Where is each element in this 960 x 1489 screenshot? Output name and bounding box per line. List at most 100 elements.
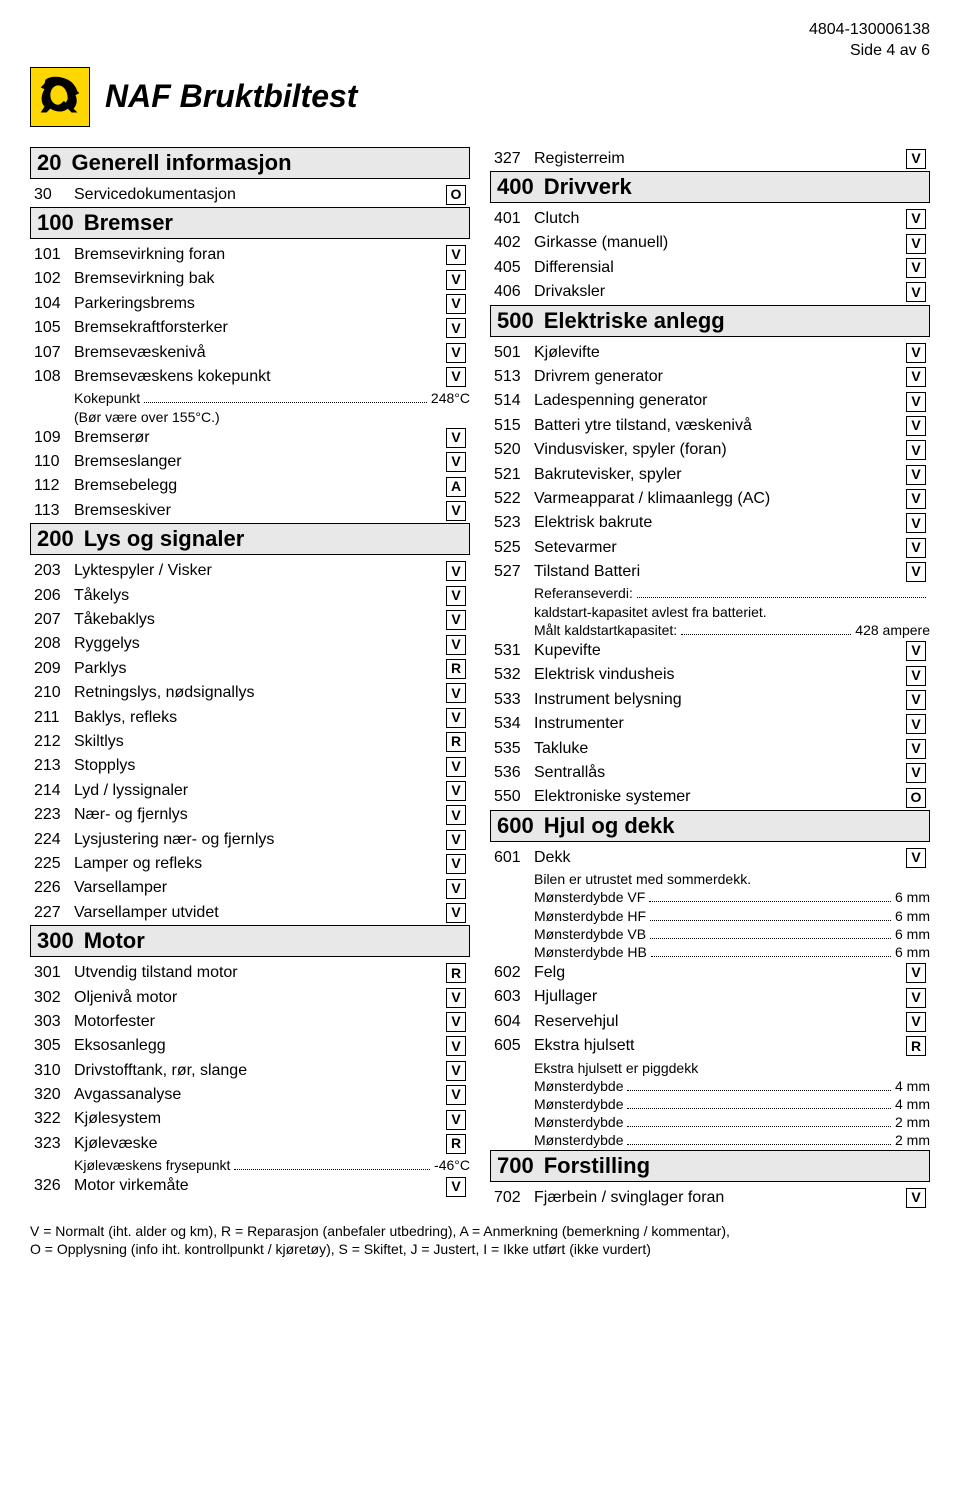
checklist-item: 214Lyd / lyssignalerV: [30, 779, 470, 803]
item-number: 521: [494, 464, 534, 486]
item-number: 702: [494, 1187, 534, 1209]
subnote-label: Mønsterdybde: [534, 1077, 623, 1095]
subnote-value: 6 mm: [895, 943, 930, 961]
section-title: Generell informasjon: [71, 150, 291, 176]
item-number: 107: [34, 342, 74, 364]
item-subnote: Mønsterdybde2 mm: [490, 1131, 930, 1149]
subnote-label: Mønsterdybde VF: [534, 888, 645, 906]
item-status-code: V: [446, 1061, 466, 1081]
checklist-item: 527Tilstand BatteriV: [490, 560, 930, 584]
item-label: Avgassanalyse: [74, 1084, 446, 1106]
item-status-code: V: [446, 635, 466, 655]
checklist-item: 224Lysjustering nær- og fjernlysV: [30, 828, 470, 852]
item-number: 224: [34, 829, 74, 851]
item-number: 113: [34, 500, 74, 522]
item-label: Bremsevirkning foran: [74, 244, 446, 266]
item-number: 514: [494, 390, 534, 412]
item-status-code: R: [446, 659, 466, 679]
item-subnote: Målt kaldstartkapasitet:428 ampere: [490, 621, 930, 639]
item-number: 207: [34, 609, 74, 631]
checklist-item: 523Elektrisk bakruteV: [490, 511, 930, 535]
item-label: Kupevifte: [534, 640, 906, 662]
item-status-code: O: [906, 788, 926, 808]
item-label: Registerreim: [534, 148, 906, 170]
subnote-label: Mønsterdybde VB: [534, 925, 646, 943]
item-subnote: Mønsterdybde4 mm: [490, 1077, 930, 1095]
checklist-item: 104ParkeringsbremsV: [30, 292, 470, 316]
checklist-item: 227Varsellamper utvidetV: [30, 901, 470, 925]
item-subnote: Mønsterdybde VF6 mm: [490, 888, 930, 906]
dotted-leader: [627, 1090, 891, 1091]
checklist-item: 302Oljenivå motorV: [30, 986, 470, 1010]
subnote-value: 4 mm: [895, 1095, 930, 1113]
checklist-item: 210Retningslys, nødsignallysV: [30, 681, 470, 705]
item-label: Elektrisk bakrute: [534, 512, 906, 534]
item-subnote: Referanseverdi:: [490, 584, 930, 602]
checklist-item: 327RegisterreimV: [490, 147, 930, 171]
section-title: Motor: [84, 928, 145, 954]
checklist-item: 207TåkebaklysV: [30, 608, 470, 632]
item-status-code: V: [446, 708, 466, 728]
item-status-code: V: [906, 714, 926, 734]
item-status-code: V: [906, 963, 926, 983]
item-status-code: V: [906, 739, 926, 759]
section-header: 300Motor: [30, 925, 470, 957]
checklist-item: 305EksosanleggV: [30, 1034, 470, 1058]
item-status-code: V: [906, 392, 926, 412]
item-status-code: V: [906, 209, 926, 229]
checklist-item: 402Girkasse (manuell)V: [490, 231, 930, 255]
item-number: 535: [494, 738, 534, 760]
checklist-item: 203Lyktespyler / ViskerV: [30, 559, 470, 583]
item-number: 203: [34, 560, 74, 582]
checklist-item: 320AvgassanalyseV: [30, 1083, 470, 1107]
item-number: 110: [34, 451, 74, 473]
item-label: Skiltlys: [74, 731, 446, 753]
item-number: 602: [494, 962, 534, 984]
item-number: 212: [34, 731, 74, 753]
item-status-code: V: [446, 988, 466, 1008]
checklist-item: 401ClutchV: [490, 207, 930, 231]
section-number: 600: [497, 813, 534, 839]
item-subline: (Bør være over 155°C.): [30, 408, 470, 426]
item-label: Instrumenter: [534, 713, 906, 735]
item-number: 525: [494, 537, 534, 559]
dotted-leader: [650, 920, 891, 921]
dotted-leader: [651, 956, 891, 957]
item-number: 534: [494, 713, 534, 735]
item-label: Sentrallås: [534, 762, 906, 784]
item-number: 210: [34, 682, 74, 704]
item-status-code: V: [906, 690, 926, 710]
item-label: Parklys: [74, 658, 446, 680]
checklist-item: 30ServicedokumentasjonO: [30, 183, 470, 207]
item-status-code: R: [446, 1134, 466, 1154]
item-number: 109: [34, 427, 74, 449]
section-header: 200 Lys og signaler: [30, 523, 470, 555]
checklist-item: 223Nær- og fjernlysV: [30, 803, 470, 827]
checklist-item: 323KjølevæskeR: [30, 1132, 470, 1156]
item-status-code: O: [446, 185, 466, 205]
item-status-code: V: [906, 282, 926, 302]
checklist-item: 550Elektroniske systemerO: [490, 785, 930, 809]
dotted-leader: [627, 1144, 891, 1145]
item-number: 513: [494, 366, 534, 388]
checklist-item: 702Fjærbein / svinglager foranV: [490, 1186, 930, 1210]
item-label: Tilstand Batteri: [534, 561, 906, 583]
checklist-item: 303MotorfesterV: [30, 1010, 470, 1034]
checklist-item: 112BremsebeleggA: [30, 474, 470, 498]
checklist-item: 113BremseskiverV: [30, 499, 470, 523]
item-number: 206: [34, 585, 74, 607]
section-number: 200: [37, 526, 74, 552]
item-label: Bremseskiver: [74, 500, 446, 522]
item-label: Lyd / lyssignaler: [74, 780, 446, 802]
item-number: 303: [34, 1011, 74, 1033]
checklist-item: 535TaklukeV: [490, 737, 930, 761]
section-title: Lys og signaler: [84, 526, 245, 552]
item-number: 226: [34, 877, 74, 899]
item-number: 520: [494, 439, 534, 461]
checklist-item: 521Bakrutevisker, spylerV: [490, 463, 930, 487]
item-number: 211: [34, 707, 74, 729]
item-subnote: Mønsterdybde2 mm: [490, 1113, 930, 1131]
item-number: 550: [494, 786, 534, 808]
item-status-code: R: [446, 963, 466, 983]
section-title: Drivverk: [544, 174, 632, 200]
